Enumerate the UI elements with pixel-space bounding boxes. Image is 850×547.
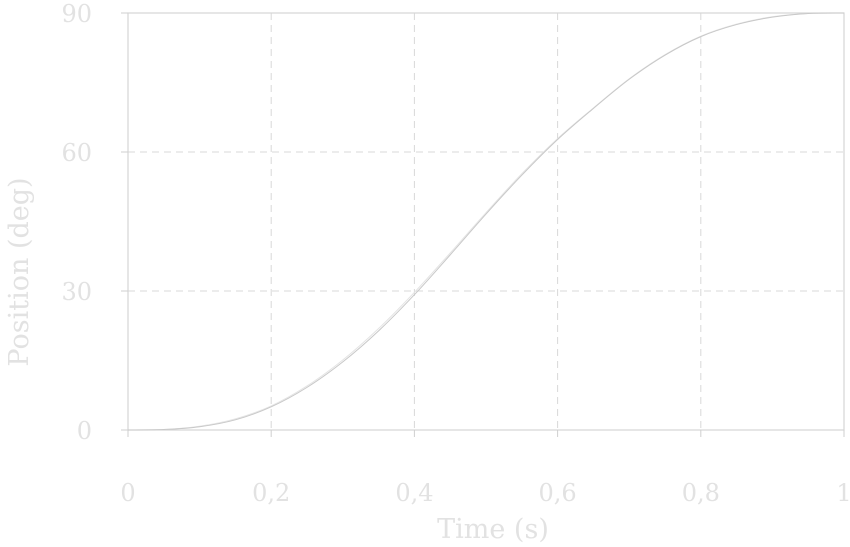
x-axis-label: Time (s) xyxy=(437,514,549,545)
x-tick-label: 0,6 xyxy=(539,479,577,507)
x-tick-label: 0,2 xyxy=(252,479,290,507)
series-line-1 xyxy=(127,12,845,431)
y-tick-label: 30 xyxy=(61,278,92,306)
x-tick-label: 0,8 xyxy=(682,479,720,507)
y-tick-label: 60 xyxy=(61,139,92,167)
y-tick-label: 90 xyxy=(61,0,92,28)
series-line-2 xyxy=(127,12,845,431)
x-tick-label: 0 xyxy=(120,479,135,507)
x-tick-label: 0,4 xyxy=(395,479,433,507)
grid xyxy=(128,13,844,430)
tick-labels: 0 0,2 0,4 0,6 0,8 1 0 30 60 90 xyxy=(61,0,850,507)
series-layer xyxy=(127,12,845,431)
x-tick-label: 1 xyxy=(836,479,850,507)
y-axis-label: Position (deg) xyxy=(4,177,35,366)
y-tick-label: 0 xyxy=(77,417,92,445)
axis-ticks xyxy=(121,12,845,437)
plot-frame xyxy=(127,12,845,431)
